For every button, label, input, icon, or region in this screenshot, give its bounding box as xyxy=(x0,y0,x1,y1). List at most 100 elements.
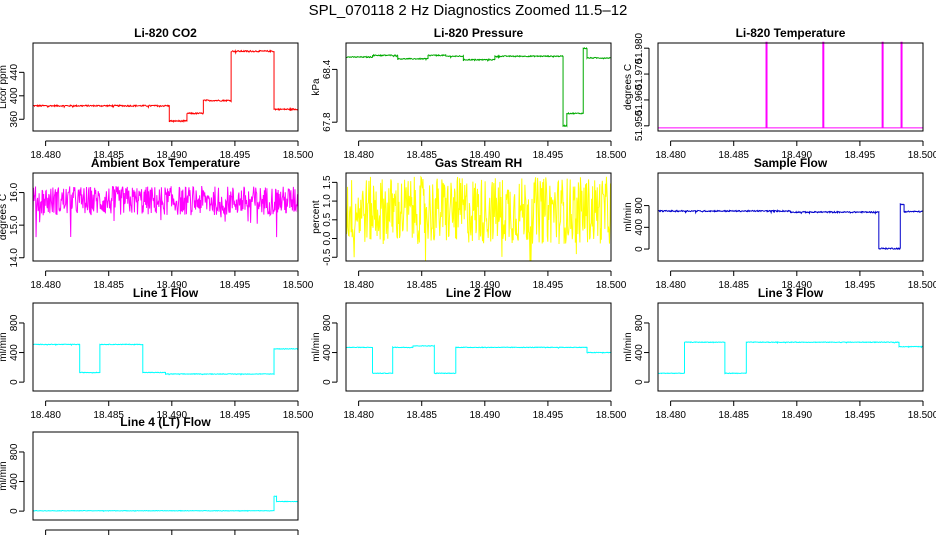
plot-frame xyxy=(345,302,612,392)
series-line xyxy=(32,185,299,238)
y-axis-label: ml/min xyxy=(623,332,634,361)
y-tick-label: 400 xyxy=(634,219,645,236)
x-tick-label: 18.480 xyxy=(30,410,61,421)
chart-panel: Line 1 Flow 18.480 18.485 18.490 18.495 18.50… xyxy=(0,286,314,421)
y-tick-label: 0.5 xyxy=(322,212,333,226)
x-tick-label: 18.480 xyxy=(343,150,374,161)
x-tick-label: 18.490 xyxy=(157,410,188,421)
y-tick-label: 400 xyxy=(9,473,20,490)
y-axis-label: percent xyxy=(311,200,322,234)
y-tick-label: 0 xyxy=(322,379,333,385)
plot-frame xyxy=(32,302,299,392)
y-tick-label: 0.0 xyxy=(322,231,333,245)
y-axis-label: ml/min xyxy=(0,461,9,490)
x-tick-label: 18.485 xyxy=(718,280,749,291)
y-tick-label: 1.0 xyxy=(322,194,333,208)
chart-panel: Line 3 Flow 18.480 18.485 18.490 18.495 18.50… xyxy=(623,286,936,421)
x-tick-label: 18.500 xyxy=(596,280,627,291)
x-tick-label: 18.495 xyxy=(220,280,251,291)
y-tick-label: 14.0 xyxy=(9,248,20,268)
x-tick-label: 18.485 xyxy=(93,280,124,291)
x-tick-label: 18.500 xyxy=(283,410,314,421)
x-tick-label: 18.485 xyxy=(406,410,437,421)
chart-panel: Li-820 Temperature 18.480 18.485 18.490 18.4… xyxy=(623,26,936,161)
y-tick-label: 800 xyxy=(322,314,333,331)
page-title: SPL_070118 2 Hz Diagnostics Zoomed 11.5–… xyxy=(309,2,628,19)
y-tick-label: 67.8 xyxy=(322,112,333,132)
chart-panel: Line 2 Flow 18.480 18.485 18.490 18.495 18.50… xyxy=(311,286,627,421)
x-tick-label: 18.485 xyxy=(93,150,124,161)
chart-title: Line 4 (LT) Flow xyxy=(120,415,211,429)
y-tick-label: 800 xyxy=(9,443,20,460)
x-tick-label: 18.490 xyxy=(470,410,501,421)
x-tick-label: 18.500 xyxy=(596,150,627,161)
x-tick-label: 18.490 xyxy=(782,410,813,421)
series-line xyxy=(657,341,924,375)
y-tick-label: 68.4 xyxy=(322,59,333,79)
series-line xyxy=(345,175,612,262)
y-tick-label: 51.970 xyxy=(634,58,645,89)
y-tick-label: 0 xyxy=(9,379,20,385)
x-tick-label: 18.490 xyxy=(470,150,501,161)
series-line xyxy=(32,495,299,512)
x-tick-label: 18.480 xyxy=(655,410,686,421)
y-tick-label: 0 xyxy=(9,508,20,514)
chart-panel: Ambient Box Temperature 18.480 18.485 18.49… xyxy=(0,156,314,291)
x-tick-label: 18.485 xyxy=(93,410,124,421)
x-tick-label: 18.500 xyxy=(908,280,936,291)
x-tick-label: 18.490 xyxy=(782,150,813,161)
x-tick-label: 18.495 xyxy=(533,150,564,161)
y-tick-label: 15.0 xyxy=(9,215,20,235)
x-tick-label: 18.490 xyxy=(470,280,501,291)
y-tick-label: 16.0 xyxy=(9,182,20,202)
y-axis-label: ml/min xyxy=(311,332,322,361)
x-tick-label: 18.495 xyxy=(533,280,564,291)
y-tick-label: 440 xyxy=(9,64,20,81)
y-axis-label: Licor ppm xyxy=(0,65,9,109)
x-tick-label: 18.495 xyxy=(845,280,876,291)
x-tick-label: 18.485 xyxy=(718,410,749,421)
y-tick-label: 0 xyxy=(634,246,645,252)
x-tick-label: 18.490 xyxy=(782,280,813,291)
chart-title: Li-820 Temperature xyxy=(736,26,846,40)
chart-panel: Li-820 CO2 18.480 18.485 18.490 18.495 18.500… xyxy=(0,26,314,161)
series-line xyxy=(345,344,612,375)
x-tick-label: 18.480 xyxy=(655,280,686,291)
x-tick-label: 18.500 xyxy=(908,150,936,161)
plot-frame xyxy=(345,172,612,262)
chart-title: Li-820 CO2 xyxy=(134,26,197,40)
plot-frame xyxy=(657,42,924,132)
y-tick-label: 51.980 xyxy=(634,32,645,63)
y-tick-label: 0 xyxy=(634,379,645,385)
y-axis-label: kPa xyxy=(311,78,322,96)
chart-panel: Li-820 Pressure 18.480 18.485 18.490 18.495 1… xyxy=(311,26,627,161)
plot-frame xyxy=(32,431,299,521)
y-tick-label: 51.950 xyxy=(634,110,645,141)
series-line xyxy=(345,47,612,128)
x-tick-label: 18.480 xyxy=(655,150,686,161)
y-axis-label: ml/min xyxy=(0,332,9,361)
y-tick-label: 800 xyxy=(9,314,20,331)
plot-frame xyxy=(32,42,299,132)
chart-panel: Gas Stream RH 18.480 18.485 18.490 18.495 18.… xyxy=(311,156,627,291)
x-tick-label: 18.500 xyxy=(908,410,936,421)
x-tick-label: 18.485 xyxy=(406,280,437,291)
y-tick-label: 800 xyxy=(634,197,645,214)
x-tick-label: 18.485 xyxy=(718,150,749,161)
x-tick-label: 18.495 xyxy=(220,410,251,421)
x-tick-label: 18.495 xyxy=(533,410,564,421)
y-tick-label: -0.5 xyxy=(322,248,333,266)
x-tick-label: 18.480 xyxy=(343,280,374,291)
chart-title: Sample Flow xyxy=(754,156,828,170)
chart-title: Li-820 Pressure xyxy=(434,26,524,40)
y-tick-label: 400 xyxy=(322,344,333,361)
series-line xyxy=(32,49,299,124)
y-tick-label: 400 xyxy=(9,344,20,361)
x-tick-label: 18.490 xyxy=(157,150,188,161)
series-line xyxy=(32,343,299,376)
chart-title: Line 2 Flow xyxy=(446,286,512,300)
x-tick-label: 18.480 xyxy=(30,150,61,161)
y-axis-label: degrees C xyxy=(623,64,634,110)
